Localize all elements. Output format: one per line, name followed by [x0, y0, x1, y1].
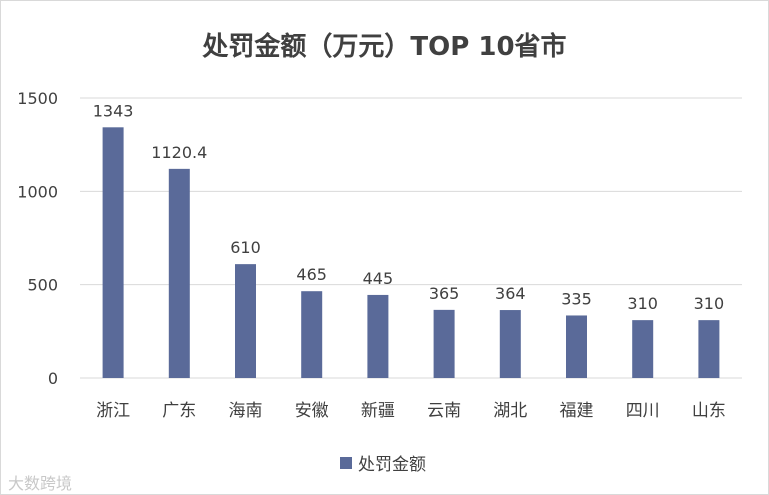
data-label: 310 — [694, 294, 725, 313]
legend-label: 处罚金额 — [358, 455, 426, 475]
data-label: 364 — [495, 284, 526, 303]
bar — [566, 315, 587, 378]
chart-title: 处罚金额（万元）TOP 10省市 — [202, 32, 567, 62]
bars — [102, 127, 720, 378]
data-label: 465 — [296, 265, 327, 284]
data-label: 1343 — [93, 101, 134, 120]
bar — [168, 168, 190, 378]
watermark-logo: 大数跨境 — [8, 474, 73, 493]
y-tick-label: 500 — [27, 276, 58, 295]
x-tick-label: 安徽 — [295, 401, 329, 421]
x-tick-label: 湖北 — [493, 401, 527, 421]
bar — [367, 294, 389, 378]
bar — [433, 309, 455, 378]
y-axis-ticks: 0 500 1000 1500 — [17, 89, 58, 388]
data-label: 335 — [561, 289, 592, 308]
x-tick-label: 四川 — [626, 401, 660, 421]
x-tick-label: 广东 — [162, 401, 196, 421]
x-tick-label: 海南 — [229, 401, 263, 421]
x-tick-label: 浙江 — [96, 401, 130, 421]
data-label: 365 — [429, 284, 460, 303]
gridlines — [80, 97, 742, 379]
y-tick-label: 0 — [48, 369, 58, 388]
bar — [499, 310, 521, 378]
bar — [301, 291, 323, 378]
bar — [235, 264, 256, 378]
legend-swatch — [340, 456, 352, 469]
data-labels: 1343 1120.4 610 465 445 365 364 335 310 310 — [93, 101, 724, 313]
legend: 处罚金额 — [340, 450, 426, 475]
data-label: 310 — [627, 294, 658, 313]
y-tick-label: 1000 — [17, 182, 58, 201]
x-tick-label: 福建 — [560, 401, 594, 421]
bar — [632, 320, 654, 378]
data-label: 445 — [363, 269, 394, 288]
x-tick-label: 山东 — [692, 401, 726, 421]
data-label: 610 — [230, 238, 261, 257]
x-tick-label: 新疆 — [361, 401, 395, 421]
bar — [102, 127, 124, 378]
x-axis-ticks: 浙江 广东 海南 安徽 新疆 云南 湖北 福建 四川 山东 — [96, 401, 726, 421]
data-label: 1120.4 — [151, 143, 207, 162]
x-tick-label: 云南 — [427, 401, 461, 421]
bar — [698, 320, 720, 378]
y-tick-label: 1500 — [17, 89, 58, 108]
